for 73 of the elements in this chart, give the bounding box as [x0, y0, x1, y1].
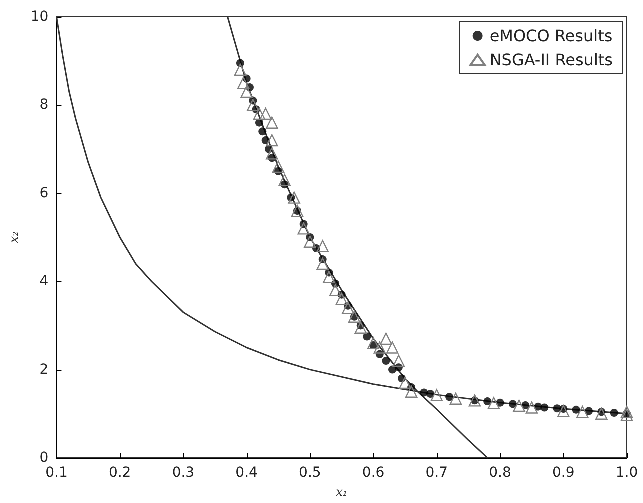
point	[572, 406, 580, 414]
point	[316, 258, 329, 270]
point	[620, 406, 634, 418]
x-tick-label: 0.6	[362, 465, 385, 481]
x-tick-label: 0.3	[172, 465, 195, 481]
point	[386, 342, 399, 354]
point	[266, 116, 278, 129]
point	[260, 108, 272, 120]
legend-label: eMOCO Results	[490, 26, 613, 46]
point	[426, 390, 435, 398]
y-tick-label: 10	[30, 9, 49, 25]
point	[526, 402, 538, 414]
point	[584, 407, 593, 416]
point	[380, 332, 392, 346]
point	[266, 134, 278, 147]
point	[488, 397, 500, 410]
point	[342, 302, 354, 314]
x-tick-label: 0.4	[236, 465, 258, 481]
point	[576, 406, 589, 418]
y-tick-label: 4	[40, 274, 49, 290]
point	[399, 376, 412, 390]
point	[430, 389, 444, 402]
point	[240, 86, 253, 98]
point	[450, 392, 462, 406]
y-tick-label: 8	[40, 97, 49, 114]
point	[363, 332, 372, 341]
x-tick-label: 0.7	[426, 465, 448, 481]
point	[610, 409, 618, 418]
point	[336, 293, 348, 306]
point	[374, 342, 386, 354]
point	[255, 118, 264, 127]
point	[382, 356, 390, 365]
y-tick-label: 6	[40, 185, 49, 202]
point	[323, 271, 336, 284]
point	[513, 400, 526, 412]
x-tick-label: 1.0	[616, 465, 638, 481]
x-tick-label: 0.2	[108, 465, 132, 481]
point	[298, 222, 310, 235]
point	[354, 322, 367, 334]
point	[405, 386, 418, 398]
point	[288, 192, 300, 204]
x-tick-label: 0.1	[46, 465, 68, 481]
point	[446, 393, 454, 402]
point	[348, 310, 361, 323]
point	[258, 128, 267, 136]
point	[558, 405, 570, 418]
point	[266, 148, 278, 160]
x-tick-label: 0.9	[552, 465, 575, 481]
point	[484, 398, 492, 406]
point	[508, 400, 517, 408]
x-axis-title: x₁	[336, 485, 348, 499]
point	[316, 240, 329, 252]
point	[596, 408, 608, 420]
point	[620, 409, 634, 422]
point	[253, 108, 266, 120]
point	[468, 394, 482, 407]
point	[329, 284, 342, 297]
y-tick-label: 0	[40, 450, 49, 466]
point	[247, 99, 260, 112]
y-tick-label: 2	[40, 362, 49, 378]
point	[392, 354, 405, 368]
point	[278, 174, 291, 186]
y-axis-title: x₂	[7, 232, 21, 244]
legend-label: NSGA-II Results	[490, 50, 613, 70]
point	[304, 236, 316, 248]
point	[272, 160, 285, 174]
point	[540, 404, 549, 412]
point	[238, 77, 250, 90]
point	[291, 204, 304, 218]
x-tick-label: 0.8	[489, 465, 512, 481]
x-tick-label: 0.5	[299, 465, 322, 481]
point	[367, 337, 380, 350]
point	[234, 64, 247, 76]
